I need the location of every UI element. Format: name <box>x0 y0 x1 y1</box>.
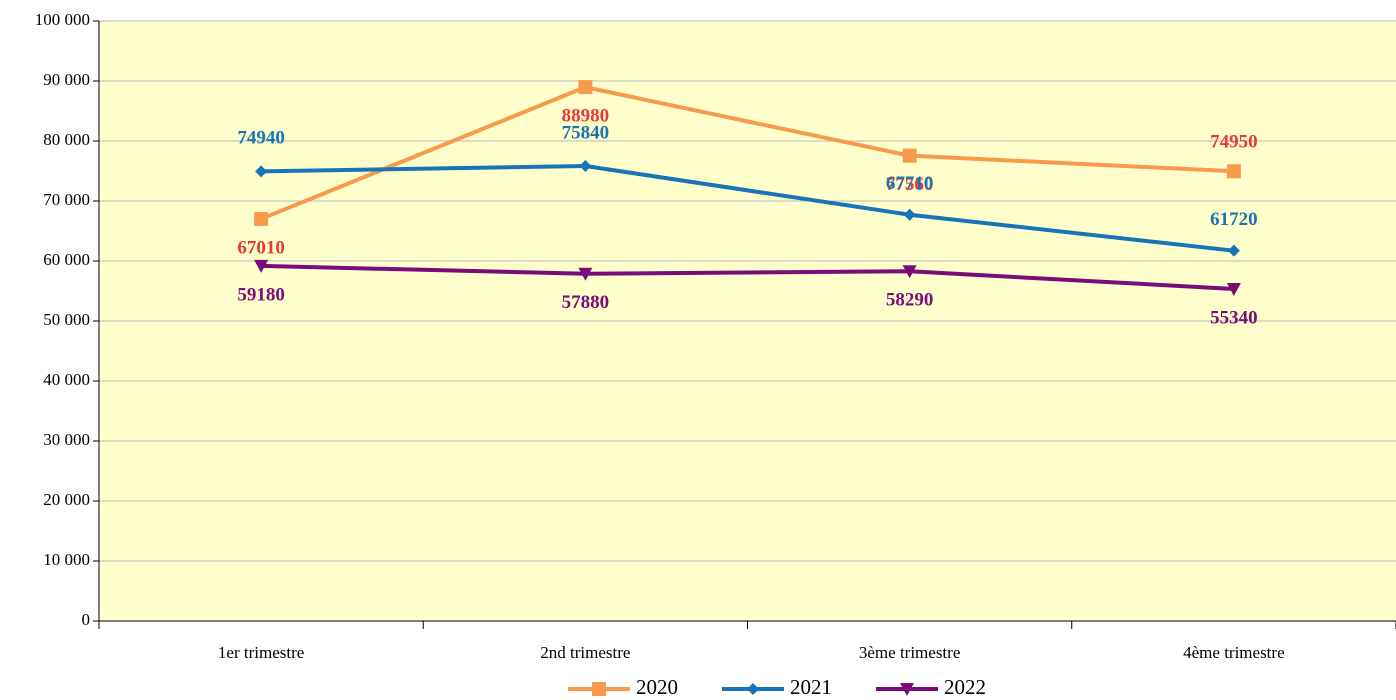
data-label: 67710 <box>886 173 934 194</box>
marker <box>578 80 593 95</box>
data-label: 88980 <box>562 105 610 126</box>
marker <box>902 265 917 279</box>
line <box>260 85 1234 221</box>
y-tick-label: 50 000 <box>43 310 90 329</box>
data-label: 74940 <box>237 128 285 149</box>
marker <box>592 682 606 696</box>
marker <box>1226 282 1241 296</box>
data-label: 74950 <box>1210 132 1258 153</box>
marker <box>254 211 269 226</box>
x-tick-label: 4ème trimestre <box>1183 643 1285 662</box>
y-tick-label: 30 000 <box>43 430 90 449</box>
line <box>261 263 1234 291</box>
marker <box>254 259 269 273</box>
y-tick-label: 80 000 <box>43 130 90 149</box>
legend-label: 2020 <box>636 675 678 699</box>
data-label: 75840 <box>562 122 610 143</box>
y-tick-label: 0 <box>82 610 91 629</box>
data-label: 55340 <box>1210 307 1258 328</box>
data-label: 61720 <box>1210 209 1258 230</box>
legend-label: 2021 <box>790 675 832 699</box>
data-label: 59180 <box>237 284 285 305</box>
data-label: 77560 <box>886 174 934 195</box>
marker <box>747 683 759 695</box>
marker <box>1227 244 1240 257</box>
data-label: 58290 <box>886 290 934 311</box>
y-tick-label: 40 000 <box>43 370 90 389</box>
x-tick-label: 1er trimestre <box>218 643 304 662</box>
marker <box>902 148 917 163</box>
legend: 2020 2021 2022 <box>568 675 986 699</box>
x-tick-label: 2nd trimestre <box>540 643 630 662</box>
marker <box>578 267 593 281</box>
line <box>261 163 1235 253</box>
y-tick-label: 100 000 <box>35 10 90 29</box>
y-tick-label: 60 000 <box>43 250 90 269</box>
marker <box>900 683 914 696</box>
y-tick-label: 90 000 <box>43 70 90 89</box>
data-label: 67010 <box>237 237 285 258</box>
data-label: 57880 <box>562 292 610 313</box>
marker <box>1226 164 1241 179</box>
marker <box>255 165 268 178</box>
marker <box>903 208 916 221</box>
y-tick-label: 10 000 <box>43 550 90 569</box>
y-tick-label: 70 000 <box>43 190 90 209</box>
legend-label: 2022 <box>944 675 986 699</box>
x-tick-label: 3ème trimestre <box>859 643 961 662</box>
y-tick-label: 20 000 <box>43 490 90 509</box>
marker <box>579 159 592 172</box>
